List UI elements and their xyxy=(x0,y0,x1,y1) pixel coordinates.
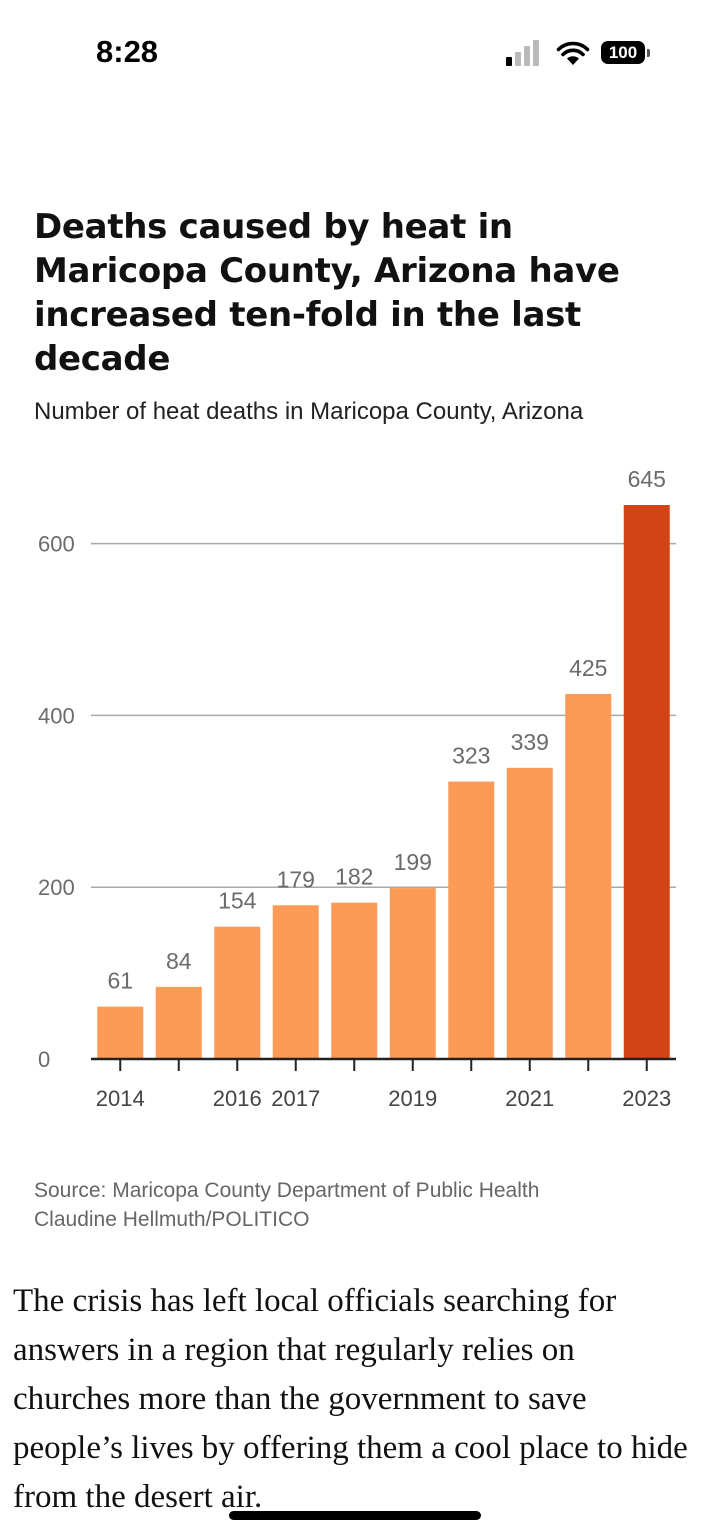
bar xyxy=(389,888,436,1059)
y-tick-label: 200 xyxy=(38,875,75,900)
status-bar: 8:28 100 xyxy=(0,0,709,100)
battery-icon: 100 xyxy=(601,41,645,64)
bar xyxy=(623,505,670,1059)
bar xyxy=(448,781,495,1059)
wifi-icon xyxy=(556,41,590,65)
signal-icon xyxy=(506,38,542,66)
bar xyxy=(155,986,202,1059)
x-tick-label: 2017 xyxy=(271,1086,320,1111)
data-label: 323 xyxy=(452,743,490,769)
bar xyxy=(97,1006,144,1059)
status-time: 8:28 xyxy=(96,34,159,69)
data-label: 425 xyxy=(569,655,607,681)
data-label: 182 xyxy=(335,864,373,890)
bar xyxy=(214,926,261,1059)
y-tick-label: 0 xyxy=(38,1047,50,1072)
bar xyxy=(331,902,378,1059)
bar xyxy=(565,693,612,1059)
x-tick-label: 2019 xyxy=(388,1086,437,1111)
chart-title: Deaths caused by heat in Maricopa County… xyxy=(34,207,620,379)
bar xyxy=(272,905,319,1059)
data-label: 84 xyxy=(166,948,192,974)
data-label: 61 xyxy=(107,968,133,994)
data-label: 645 xyxy=(628,466,666,492)
y-tick-label: 600 xyxy=(38,532,75,557)
chart-source: Source: Maricopa County Department of Pu… xyxy=(34,1176,694,1234)
y-tick-label: 400 xyxy=(38,703,75,728)
x-tick-label: 2021 xyxy=(505,1086,554,1111)
x-tick-label: 2014 xyxy=(96,1086,145,1111)
home-indicator[interactable] xyxy=(229,1511,481,1520)
article-paragraph: The crisis has left local officials sear… xyxy=(13,1283,688,1515)
data-label: 154 xyxy=(218,888,257,914)
chart-subtitle: Number of heat deaths in Maricopa County… xyxy=(34,398,584,425)
battery-cap xyxy=(647,49,650,57)
bar-chart: 0 200 400 600 61 84 154 179 182 199 323 339 425 645 20… xyxy=(38,466,676,1111)
source-line: Source: Maricopa County Department of Pu… xyxy=(34,1179,540,1202)
x-tick-label: 2016 xyxy=(213,1086,262,1111)
data-label: 179 xyxy=(277,866,315,892)
data-label: 339 xyxy=(511,729,549,755)
x-tick-label: 2023 xyxy=(622,1086,671,1111)
credit-line: Claudine Hellmuth/POLITICO xyxy=(34,1208,310,1231)
data-label: 199 xyxy=(394,849,432,875)
bar xyxy=(506,767,553,1059)
